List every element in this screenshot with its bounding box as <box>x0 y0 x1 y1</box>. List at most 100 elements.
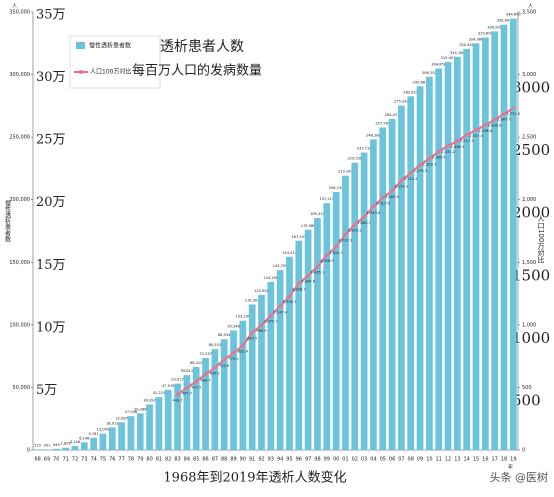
bar-value-label: 143,709 <box>273 264 289 268</box>
line-value-label: 2,154.2 <box>395 184 409 188</box>
line-marker <box>315 265 320 269</box>
bar <box>108 427 116 450</box>
x-tick-label: 14 <box>464 457 470 463</box>
line-marker <box>269 313 273 318</box>
bar-value-label: 257,765 <box>375 121 390 125</box>
y-tick-label: 100,000 <box>9 322 30 328</box>
x-tick-label: 93 <box>268 457 274 463</box>
x-tick-label: 69 <box>44 457 50 463</box>
bar-value-label: 80,553 <box>209 343 222 347</box>
x-tick-label: 82 <box>165 457 171 463</box>
bar-value-label: 6,148 <box>79 436 90 440</box>
x-tick-label: 88 <box>221 457 227 463</box>
bar <box>192 367 200 450</box>
x-tick-label: 02 <box>352 457 358 463</box>
x-tick-label: 78 <box>128 457 134 463</box>
bar <box>426 76 433 451</box>
y2-tick-label: 3,000 <box>522 72 536 78</box>
line-marker <box>250 331 254 335</box>
bar-value-label: 310,007 <box>441 56 456 60</box>
line-value-label: 497.7 <box>182 392 192 396</box>
line-marker <box>259 323 264 327</box>
x-tick-label: 99 <box>324 457 330 463</box>
bar-value-label: 42,223 <box>153 391 166 395</box>
line-value-label: 2,069.9 <box>385 195 399 199</box>
bar-value-label: 275,242 <box>394 100 409 104</box>
bar <box>127 416 135 450</box>
line-value-label: 2,279.3 <box>413 169 427 173</box>
line-marker <box>427 156 431 161</box>
x-tick-label: 11 <box>436 457 442 463</box>
x-tick-label: 97 <box>305 457 311 463</box>
bar <box>388 119 396 450</box>
line-value-label: 2,687.7 <box>497 118 511 122</box>
line-marker <box>353 222 357 227</box>
bar <box>276 270 284 450</box>
line-marker <box>241 343 245 348</box>
bar-value-label: 27,046 <box>125 410 138 414</box>
y2-tick-label: 500 <box>522 385 532 391</box>
line-value-label: 1,394.6 <box>301 279 315 283</box>
line-value-label: 1,801.2 <box>348 229 362 233</box>
bar-value-label: 36,397 <box>143 398 156 402</box>
x-tick-label: 94 <box>277 457 283 463</box>
x-unit: 年 <box>508 464 513 471</box>
x-tick-label: 06 <box>389 457 395 463</box>
line-value-label: 2,731.5 <box>506 112 520 116</box>
line-value-label: 604.5 <box>200 378 210 382</box>
annotation: 透析患者人数 <box>160 39 244 55</box>
line-marker <box>287 294 292 298</box>
bar-value-label: 175,988 <box>301 224 317 228</box>
bar <box>202 357 209 450</box>
x-tick-label: 75 <box>100 457 106 463</box>
big-y2-tick-label: 1000 <box>512 329 550 347</box>
line-marker <box>175 392 180 397</box>
caption: 1968年到2019年透析人数变化 <box>163 470 346 486</box>
big-y2-tick-label: 1500 <box>512 266 550 284</box>
line-marker <box>493 118 497 122</box>
x-tick-label: 84 <box>184 457 190 463</box>
bar <box>99 433 107 450</box>
y-tick-label: 350,000 <box>9 10 30 16</box>
big-y2-tick-label: 2000 <box>512 204 550 222</box>
y2-tick-label: 1,000 <box>522 322 536 328</box>
line-marker <box>474 128 478 132</box>
bar <box>71 446 79 450</box>
bar <box>481 37 489 450</box>
line-marker <box>185 386 189 390</box>
bar-value-label: 282,622 <box>403 90 418 94</box>
x-tick-label: 86 <box>202 457 208 463</box>
bar-value-label: 185,322 <box>310 212 325 216</box>
bar-value-label: 3,146 <box>70 440 81 444</box>
bar-value-label: 314,180 <box>450 51 466 55</box>
bar-value-label: 29,286 <box>134 407 147 411</box>
x-tick-label: 76 <box>109 457 115 463</box>
x-tick-label: 72 <box>72 457 78 463</box>
x-tick-label: 16 <box>482 457 488 463</box>
bar <box>351 162 359 451</box>
x-tick-label: 15 <box>473 457 479 463</box>
line-marker <box>409 171 413 175</box>
bar-value-label: 219,183 <box>338 170 353 174</box>
y-tick-label: 250,000 <box>9 135 30 141</box>
bar-value-label: 324,986 <box>469 37 485 41</box>
line-value-label: 2,517.3 <box>460 139 474 143</box>
bar-value-label: 66,310 <box>190 361 203 365</box>
bar-value-label: 123,926 <box>254 289 270 293</box>
bar-value-label: 206,134 <box>329 186 345 190</box>
bar <box>379 127 387 451</box>
line-value-label: 1,147.4 <box>273 310 287 314</box>
line-marker <box>222 358 226 362</box>
line-value-label: 1,721.9 <box>339 239 353 243</box>
bar <box>220 339 228 450</box>
line-marker <box>502 112 506 116</box>
bar <box>155 397 163 450</box>
line-value-label: 443.7 <box>172 398 182 402</box>
line-value-label: 2,213.2 <box>404 177 418 181</box>
line-marker <box>483 123 487 127</box>
line-value-label: 1,229.7 <box>283 300 297 304</box>
x-tick-label: 87 <box>212 457 218 463</box>
bar <box>164 389 172 450</box>
bar <box>304 229 312 450</box>
line-value-label: 2,431.2 <box>441 150 455 154</box>
